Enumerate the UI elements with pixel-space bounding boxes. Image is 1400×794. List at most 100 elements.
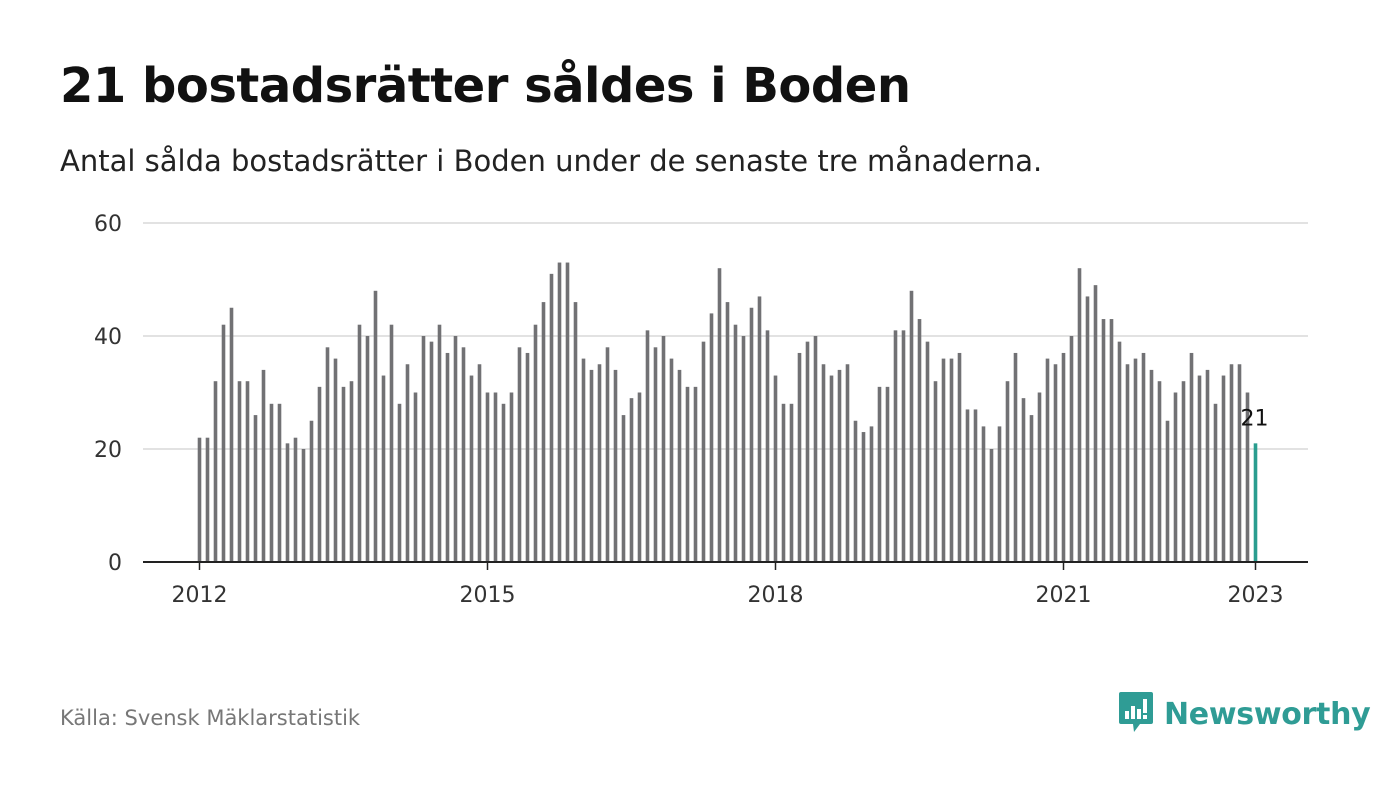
bar	[1005, 381, 1010, 562]
x-axis: 2012 2015 2018 2021 2023	[172, 562, 1284, 608]
bar	[653, 347, 658, 562]
bar	[1205, 369, 1210, 562]
bar	[221, 324, 226, 562]
bar	[1077, 268, 1082, 562]
bar	[325, 347, 330, 562]
bar	[237, 381, 242, 562]
bar	[1037, 392, 1042, 562]
source-note: Källa: Svensk Mäklarstatistik	[60, 706, 361, 730]
bar	[1181, 381, 1186, 562]
bar	[869, 426, 874, 562]
bar	[437, 324, 442, 562]
bar	[1141, 352, 1146, 562]
y-tick-label: 20	[94, 438, 122, 463]
bar	[365, 336, 370, 562]
bar	[957, 352, 962, 562]
bar	[725, 302, 730, 562]
bar	[1117, 341, 1122, 562]
bar	[1061, 352, 1066, 562]
bar	[453, 336, 458, 562]
brand[interactable]: Newsworthy	[1118, 690, 1371, 738]
bar	[509, 392, 514, 562]
bar	[797, 352, 802, 562]
bar	[517, 347, 522, 562]
bar	[661, 336, 666, 562]
bar	[1173, 392, 1178, 562]
bar	[621, 415, 626, 562]
bar	[893, 330, 898, 562]
bar	[949, 358, 954, 562]
bar	[805, 341, 810, 562]
x-tick-label: 2015	[460, 583, 516, 608]
bar	[789, 403, 794, 562]
bar	[613, 369, 618, 562]
bar	[349, 381, 354, 562]
bar	[765, 330, 770, 562]
bar	[381, 375, 386, 562]
bar	[301, 449, 306, 562]
bar	[589, 369, 594, 562]
bar	[461, 347, 466, 562]
bar	[677, 369, 682, 562]
chart-subtitle: Antal sålda bostadsrätter i Boden under …	[60, 144, 1043, 178]
bar	[1197, 375, 1202, 562]
bar	[245, 381, 250, 562]
bar	[749, 307, 754, 562]
bar-chart-speech-bubble-icon	[1118, 690, 1154, 738]
bar	[285, 443, 290, 562]
bar	[413, 392, 418, 562]
bar	[813, 336, 818, 562]
bar	[877, 386, 882, 562]
bar	[389, 324, 394, 562]
bar	[1125, 364, 1130, 562]
bar	[925, 341, 930, 562]
bar	[773, 375, 778, 562]
bar	[573, 302, 578, 562]
bar	[933, 381, 938, 562]
bar	[485, 392, 490, 562]
y-axis-labels: 0 20 40 60	[94, 212, 122, 576]
bar	[629, 398, 634, 562]
bar	[981, 426, 986, 562]
bar	[701, 341, 706, 562]
bar	[1149, 369, 1154, 562]
bar	[917, 319, 922, 562]
bar	[829, 375, 834, 562]
bar	[1229, 364, 1234, 562]
bar	[525, 352, 530, 562]
bar	[733, 324, 738, 562]
bar	[277, 403, 282, 562]
y-tick-label: 0	[108, 551, 122, 576]
bar	[837, 369, 842, 562]
bar	[709, 313, 714, 562]
bar	[1045, 358, 1050, 562]
y-tick-label: 40	[94, 325, 122, 350]
bar	[397, 403, 402, 562]
bar	[1021, 398, 1026, 562]
bar	[1189, 352, 1194, 562]
bar	[885, 386, 890, 562]
bar	[261, 369, 266, 562]
bar	[1221, 375, 1226, 562]
chart-title: 21 bostadsrätter såldes i Boden	[60, 58, 911, 114]
bar	[253, 415, 258, 562]
bar	[213, 381, 218, 562]
bar	[1237, 364, 1242, 562]
x-tick-label: 2018	[748, 583, 804, 608]
bar	[533, 324, 538, 562]
bar	[781, 403, 786, 562]
bar	[669, 358, 674, 562]
bar	[341, 386, 346, 562]
bar	[1093, 285, 1098, 562]
bar	[421, 336, 426, 562]
bar	[685, 386, 690, 562]
bar	[821, 364, 826, 562]
bar	[973, 409, 978, 562]
bar	[445, 352, 450, 562]
bar	[1029, 415, 1034, 562]
bar	[357, 324, 362, 562]
bar	[469, 375, 474, 562]
bar	[581, 358, 586, 562]
bar	[1013, 352, 1018, 562]
bar	[989, 449, 994, 562]
